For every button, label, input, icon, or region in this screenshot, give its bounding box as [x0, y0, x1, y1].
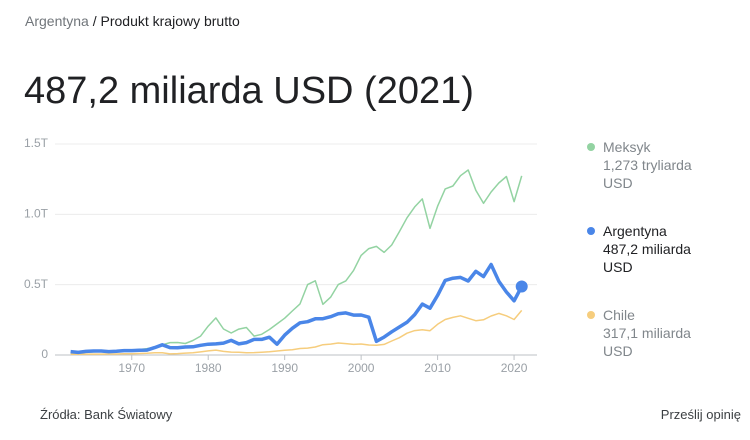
- legend-value: 487,2 miliarda USD: [603, 241, 691, 275]
- x-tick-label: 1980: [195, 361, 222, 375]
- x-tick-label: 2010: [424, 361, 451, 375]
- legend-dot: [587, 311, 595, 319]
- x-tick-label: 1990: [271, 361, 298, 375]
- legend-name: Chile: [603, 307, 635, 323]
- legend-entry[interactable]: Chile 317,1 miliarda USD: [587, 306, 707, 360]
- legend-dot: [587, 143, 595, 151]
- legend-entry[interactable]: Argentyna 487,2 miliarda USD: [587, 222, 707, 276]
- legend-name: Meksyk: [603, 139, 651, 155]
- breadcrumb-link[interactable]: Argentyna: [25, 13, 89, 29]
- breadcrumb-current: Produkt krajowy brutto: [100, 13, 240, 29]
- breadcrumb: Argentyna / Produkt krajowy brutto: [25, 13, 240, 29]
- legend-entry[interactable]: Meksyk 1,273 tryliarda USD: [587, 138, 707, 192]
- x-tick-label: 2000: [348, 361, 375, 375]
- x-tick-label: 2020: [501, 361, 528, 375]
- x-tick-label: 1970: [118, 361, 145, 375]
- feedback-link[interactable]: Prześlij opinię: [660, 407, 741, 422]
- legend-value: 317,1 miliarda USD: [603, 325, 691, 359]
- legend-name: Argentyna: [603, 223, 667, 239]
- headline: 487,2 miliarda USD (2021): [24, 70, 474, 112]
- latest-point: [515, 280, 528, 293]
- series-line: [70, 262, 524, 355]
- y-tick-label: 0: [41, 347, 48, 361]
- legend-dot: [587, 227, 595, 235]
- series-line: [70, 309, 523, 355]
- y-tick-label: 0.5T: [24, 277, 49, 291]
- y-tick-label: 1.0T: [24, 207, 49, 221]
- source: Źródła: Bank Światowy: [40, 407, 173, 422]
- legend-value: 1,273 tryliarda USD: [603, 157, 692, 191]
- y-tick-label: 1.5T: [24, 136, 49, 150]
